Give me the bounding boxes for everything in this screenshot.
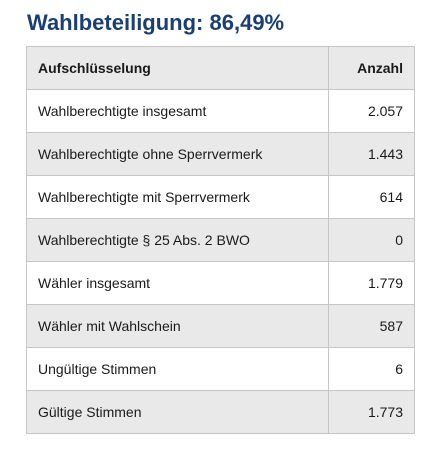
column-header-count: Anzahl — [328, 46, 415, 90]
row-count: 1.443 — [328, 132, 415, 176]
row-count: 0 — [328, 218, 415, 262]
turnout-breakdown-table: Aufschlüsselung Anzahl Wahlberechtigte i… — [26, 46, 415, 434]
row-label: Ungültige Stimmen — [26, 347, 329, 391]
table-row: Wahlberechtigte mit Sperrvermerk 614 — [26, 175, 415, 219]
row-label: Wahlberechtigte ohne Sperrvermerk — [26, 132, 329, 176]
table-row: Wahlberechtigte ohne Sperrvermerk 1.443 — [26, 132, 415, 176]
row-label: Wahlberechtigte insgesamt — [26, 89, 329, 133]
table-row: Wähler insgesamt 1.779 — [26, 261, 415, 305]
table-row: Ungültige Stimmen 6 — [26, 347, 415, 391]
table-header: Aufschlüsselung Anzahl — [26, 46, 415, 90]
row-count: 614 — [328, 175, 415, 219]
row-label: Wahlberechtigte § 25 Abs. 2 BWO — [26, 218, 329, 262]
table-row: Wahlberechtigte § 25 Abs. 2 BWO 0 — [26, 218, 415, 262]
table-row: Wähler mit Wahlschein 587 — [26, 304, 415, 348]
table-row: Wahlberechtigte insgesamt 2.057 — [26, 89, 415, 133]
table-row: Gültige Stimmen 1.773 — [26, 390, 415, 434]
row-label: Gültige Stimmen — [26, 390, 329, 434]
row-count: 587 — [328, 304, 415, 348]
header-row: Aufschlüsselung Anzahl — [26, 46, 415, 90]
row-count: 6 — [328, 347, 415, 391]
row-label: Wähler insgesamt — [26, 261, 329, 305]
row-label: Wähler mit Wahlschein — [26, 304, 329, 348]
row-count: 1.773 — [328, 390, 415, 434]
row-count: 2.057 — [328, 89, 415, 133]
column-header-breakdown: Aufschlüsselung — [26, 46, 329, 90]
table-body: Wahlberechtigte insgesamt 2.057 Wahlbere… — [26, 89, 415, 434]
row-count: 1.779 — [328, 261, 415, 305]
page-title: Wahlbeteiligung: 86,49% — [27, 10, 285, 35]
row-label: Wahlberechtigte mit Sperrvermerk — [26, 175, 329, 219]
